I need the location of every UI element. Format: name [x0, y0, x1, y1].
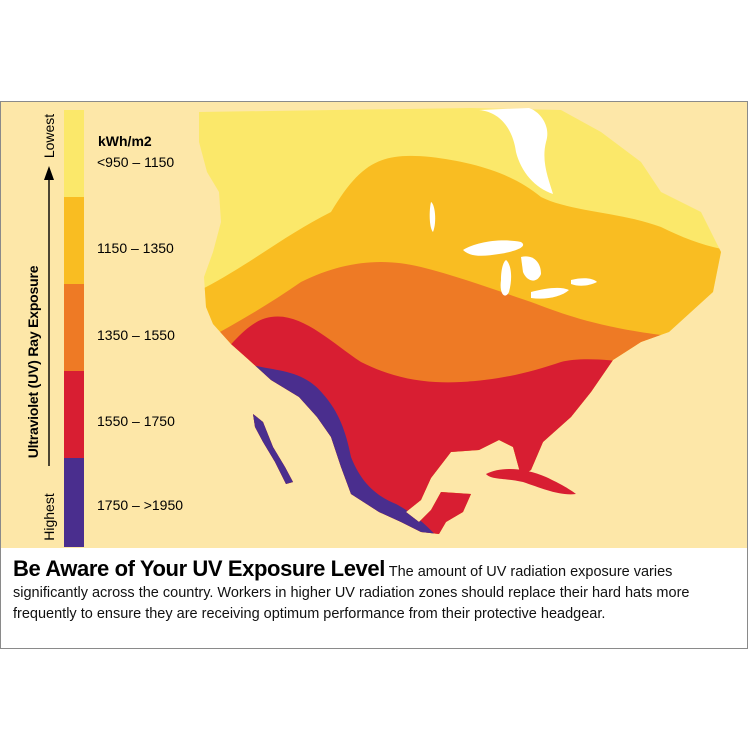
hudson-bay — [479, 108, 553, 194]
legend-range-label: 1550 – 1750 — [97, 413, 175, 429]
legend-color-scale — [64, 110, 84, 547]
caption-body: The amount of UV radiation exposure vari… — [13, 564, 690, 622]
map-panel: Ultraviolet (UV) Ray Exposure Lowest Hig… — [1, 102, 747, 548]
legend-range-label: <950 – 1150 — [97, 154, 175, 170]
north-america-uv-map — [199, 108, 721, 534]
legend-lowest-label: Lowest — [41, 113, 57, 159]
hudson-bay-water — [479, 108, 553, 194]
legend-swatch-1 — [64, 110, 84, 197]
legend-swatch-5 — [64, 458, 84, 547]
uv-zone-bands — [199, 108, 721, 534]
legend-range-label: 1350 – 1550 — [97, 327, 175, 343]
legend-range-label: 1150 – 1350 — [97, 240, 174, 256]
legend-swatch-3 — [64, 284, 84, 371]
lake-erie — [531, 287, 569, 299]
arrow-up-icon — [44, 166, 54, 466]
legend-swatch-4 — [64, 371, 84, 458]
lake-ontario — [571, 278, 597, 286]
legend-unit: kWh/m2 — [98, 133, 152, 149]
caption: Be Aware of Your UV Exposure Level The a… — [13, 558, 741, 625]
legend-range-label: 1750 – >1950 — [97, 497, 184, 513]
lake-winnipeg — [429, 202, 436, 232]
caribbean-islands — [486, 468, 576, 495]
legend-axis-title: Ultraviolet (UV) Ray Exposure — [25, 265, 41, 459]
legend-highest-label: Highest — [41, 493, 57, 541]
legend-swatch-2 — [64, 197, 84, 284]
lake-superior — [463, 240, 524, 256]
lake-michigan — [500, 260, 512, 296]
lake-huron — [521, 256, 541, 281]
caption-title: Be Aware of Your UV Exposure Level — [13, 556, 385, 581]
great-lakes — [429, 202, 597, 299]
uv-exposure-card: Ultraviolet (UV) Ray Exposure Lowest Hig… — [0, 101, 748, 649]
